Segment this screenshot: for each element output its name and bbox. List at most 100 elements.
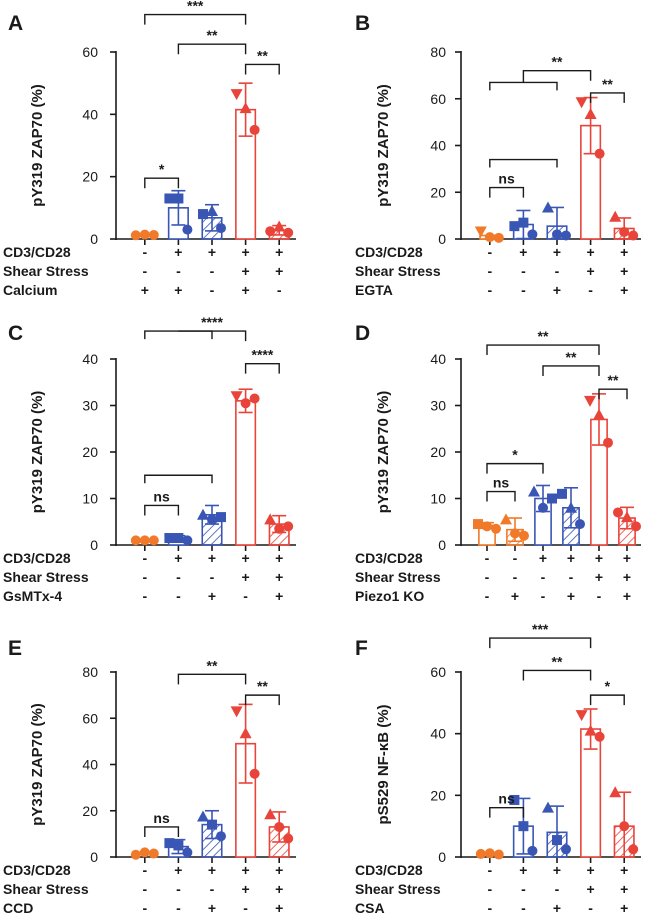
data-point (207, 819, 217, 830)
condition-symbol: - (569, 569, 574, 585)
data-point (557, 488, 567, 499)
data-point (240, 398, 251, 409)
data-point (527, 845, 538, 856)
condition-symbol: - (277, 282, 282, 298)
condition-label: CD3/CD28 (3, 244, 71, 260)
condition-symbol: - (176, 881, 181, 897)
data-point (491, 523, 501, 534)
significance-bracket: ns (486, 475, 516, 502)
y-tick-label: 80 (430, 44, 446, 60)
bar-group (584, 393, 613, 546)
data-point (500, 513, 512, 525)
significance-label: ns (498, 171, 515, 187)
bar-group (264, 513, 294, 546)
y-tick-label: 60 (430, 91, 446, 107)
bracket-line (489, 637, 592, 649)
bracket-line (489, 186, 525, 198)
data-point (613, 507, 623, 518)
condition-label: Calcium (3, 282, 57, 298)
data-point (619, 226, 630, 237)
significance-label: **** (252, 347, 274, 363)
data-point (249, 124, 260, 135)
condition-label: CD3/CD28 (3, 862, 71, 878)
data-point (230, 706, 243, 718)
condition-symbol: - (142, 862, 147, 878)
data-point (230, 89, 243, 101)
condition-symbol: - (588, 282, 593, 298)
significance-label: **** (201, 314, 223, 330)
bar-group (164, 189, 193, 240)
data-point (542, 201, 554, 213)
significance-label: ** (257, 47, 268, 63)
condition-symbol: + (242, 244, 250, 260)
data-point (197, 810, 209, 822)
condition-symbol: + (623, 588, 631, 604)
bar-group (197, 504, 226, 546)
panel-e: E 0 20 40 60 80 pY319 ZAP70 (%) ** ** ns CD3/CD28 -… (3, 637, 296, 916)
bracket-line (244, 63, 280, 75)
data-point (565, 501, 577, 513)
condition-symbol: - (521, 282, 526, 298)
condition-symbol: + (275, 550, 283, 566)
y-tick-label: 20 (430, 184, 446, 200)
data-point (249, 768, 260, 779)
data-point (509, 794, 520, 805)
significance-label: ** (566, 349, 577, 365)
condition-symbol: - (487, 263, 492, 279)
condition-symbol: + (174, 282, 182, 298)
data-point (621, 511, 633, 523)
y-axis-label: pY319 ZAP70 (%) (375, 84, 392, 207)
bar-group (575, 708, 605, 858)
data-point (519, 530, 529, 541)
condition-symbol: - (243, 900, 248, 916)
condition-symbol: - (588, 900, 593, 916)
data-point (230, 391, 243, 403)
significance-label: ** (602, 76, 613, 92)
significance-bracket: * (144, 161, 180, 189)
data-point (542, 801, 554, 813)
condition-symbol: + (620, 263, 628, 279)
data-point (239, 102, 252, 114)
data-point (273, 220, 286, 232)
condition-symbol: + (553, 282, 561, 298)
condition-label: CSA (355, 900, 385, 916)
data-point (528, 485, 540, 497)
bar-group (264, 808, 294, 858)
condition-symbol: - (513, 550, 518, 566)
significance-label: ns (493, 475, 510, 491)
bracket-line (144, 826, 180, 837)
significance-bracket: ns (489, 791, 525, 818)
condition-symbol: + (174, 550, 182, 566)
condition-symbol: + (242, 862, 250, 878)
y-tick-label: 20 (82, 803, 98, 819)
data-point (182, 535, 193, 546)
condition-symbol: + (620, 881, 628, 897)
y-tick-label: 20 (430, 444, 446, 460)
condition-symbol: - (487, 244, 492, 260)
data-point (561, 844, 571, 855)
data-point (493, 232, 504, 243)
condition-symbol: - (521, 881, 526, 897)
condition-symbol: - (142, 244, 147, 260)
group-bracket (144, 474, 213, 484)
condition-symbol: + (587, 862, 595, 878)
data-point (182, 224, 193, 235)
significance-bracket: ** (244, 47, 280, 75)
condition-label: Shear Stress (3, 263, 89, 279)
condition-symbol: - (142, 588, 147, 604)
data-point (518, 821, 529, 832)
bar-group (265, 220, 294, 240)
bar-group (542, 801, 571, 858)
y-tick-label: 0 (90, 849, 98, 865)
data-point (552, 835, 562, 846)
data-point (510, 528, 520, 539)
y-axis-label: pY319 ZAP70 (%) (375, 391, 392, 514)
condition-symbol: + (595, 550, 603, 566)
data-point (594, 731, 605, 742)
bar-group (528, 484, 557, 546)
y-tick-label: 20 (82, 444, 98, 460)
significance-bracket: ** (489, 54, 592, 91)
condition-symbol: - (521, 900, 526, 916)
panel-label: E (8, 637, 22, 660)
